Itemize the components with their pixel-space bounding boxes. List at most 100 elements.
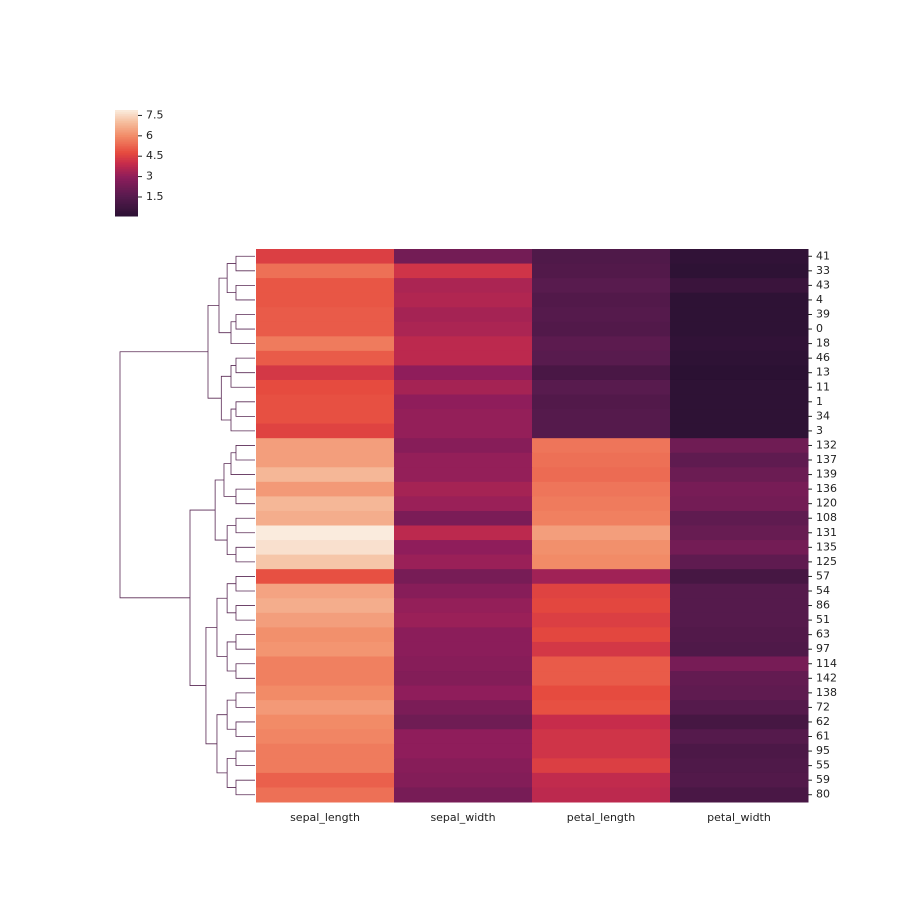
- dendrogram-link: [235, 517, 255, 534]
- heatmap-cell: [394, 278, 533, 294]
- heatmap-cell: [532, 671, 671, 687]
- colorbar-segment: [115, 120, 138, 123]
- row-label: 57: [816, 569, 830, 582]
- row-label: 4: [816, 293, 823, 306]
- heatmap-cell: [532, 772, 671, 788]
- heatmap-cell: [394, 714, 533, 730]
- dendrogram-link: [223, 463, 236, 497]
- colorbar-segment: [115, 134, 138, 137]
- row-label: 97: [816, 642, 830, 655]
- heatmap-cell: [670, 409, 809, 425]
- row-label: 59: [816, 773, 830, 786]
- colorbar-segment: [115, 168, 138, 171]
- colorbar-segment: [115, 191, 138, 194]
- heatmap-cell: [532, 641, 671, 657]
- colorbar-segment: [115, 210, 138, 213]
- colorbar-segment: [115, 143, 138, 146]
- row-label: 41: [816, 249, 830, 262]
- heatmap-cell: [394, 758, 533, 774]
- colorbar-segment: [115, 200, 138, 203]
- heatmap-cell: [670, 365, 809, 381]
- dendrogram-link: [230, 452, 255, 475]
- dendrogram-link: [235, 721, 255, 737]
- heatmap-cell: [256, 249, 395, 265]
- dendrogram-link: [205, 626, 217, 745]
- heatmap-cell: [532, 554, 671, 570]
- heatmap-cell: [256, 700, 395, 716]
- heatmap-cell: [394, 729, 533, 745]
- row-dendrogram: [119, 255, 255, 796]
- dendrogram-link: [235, 546, 255, 563]
- heatmap-cell: [394, 641, 533, 657]
- heatmap-cell: [394, 772, 533, 788]
- heatmap-cell: [670, 467, 809, 483]
- heatmap-cell: [394, 525, 533, 541]
- heatmap-cell: [670, 772, 809, 788]
- heatmap-cell: [532, 496, 671, 512]
- colorbar-segment: [115, 194, 138, 198]
- heatmap-cell: [394, 598, 533, 614]
- heatmap-cell: [256, 772, 395, 788]
- colorbar-segment: [115, 159, 138, 162]
- heatmap-cell: [532, 612, 671, 628]
- colorbar-segment: [115, 203, 138, 206]
- colorbar-segment: [115, 185, 138, 189]
- row-label: 43: [816, 278, 830, 291]
- heatmap-cell: [670, 438, 809, 454]
- heatmap-cell: [670, 641, 809, 657]
- heatmap-cell: [256, 365, 395, 381]
- colorbar-segment: [115, 155, 138, 159]
- colorbar-segment: [115, 136, 138, 139]
- colorbar-segment: [115, 148, 138, 152]
- row-label: 108: [816, 511, 837, 524]
- dendrogram-link: [226, 757, 236, 788]
- heatmap-cell: [532, 627, 671, 643]
- heatmap-cell: [256, 540, 395, 556]
- colorbar-segment: [115, 207, 138, 210]
- heatmap-cell: [670, 321, 809, 337]
- heatmap-cell: [256, 321, 395, 337]
- colorbar-segment: [115, 178, 138, 182]
- colorbar-segment: [115, 187, 138, 190]
- colorbar-segment: [115, 173, 138, 176]
- heatmap-cell: [532, 481, 671, 497]
- dendrogram-link: [226, 263, 236, 294]
- heatmap-cell: [532, 598, 671, 614]
- heatmap-cell: [394, 671, 533, 687]
- heatmap-cell: [532, 685, 671, 701]
- heatmap-cell: [256, 467, 395, 483]
- heatmap-cell: [670, 394, 809, 410]
- heatmap-cell: [256, 336, 395, 352]
- heatmap-cell: [394, 554, 533, 570]
- heatmap-cell: [394, 292, 533, 308]
- colorbar-segment: [115, 113, 138, 116]
- colorbar-tick-label: 4.5: [146, 149, 164, 162]
- heatmap-cell: [394, 438, 533, 454]
- heatmap-cell: [256, 423, 395, 439]
- heatmap-cell: [256, 583, 395, 599]
- colorbar-segment: [115, 118, 138, 122]
- colorbar-segment: [115, 131, 138, 134]
- heatmap-cell: [532, 350, 671, 366]
- row-label: 114: [816, 657, 837, 670]
- colorbar-segment: [115, 141, 138, 145]
- colorbar-segment: [115, 111, 138, 115]
- colorbar-segment: [115, 180, 138, 183]
- row-label: 125: [816, 555, 837, 568]
- heatmap-cell: [394, 569, 533, 585]
- heatmap-cell: [670, 510, 809, 526]
- heatmap-cell: [394, 700, 533, 716]
- heatmap-cell: [256, 729, 395, 745]
- colorbar-segment: [115, 182, 138, 185]
- colorbar-segment: [115, 166, 138, 169]
- row-label: 1: [816, 395, 823, 408]
- heatmap-cell: [394, 307, 533, 323]
- dendrogram-link: [235, 445, 255, 461]
- row-label: 131: [816, 526, 837, 539]
- colorbar-segment: [115, 208, 138, 212]
- heatmap-cell: [256, 394, 395, 410]
- colorbar-segment: [115, 150, 138, 153]
- colorbar-segment: [115, 161, 138, 164]
- row-label: 80: [816, 788, 830, 801]
